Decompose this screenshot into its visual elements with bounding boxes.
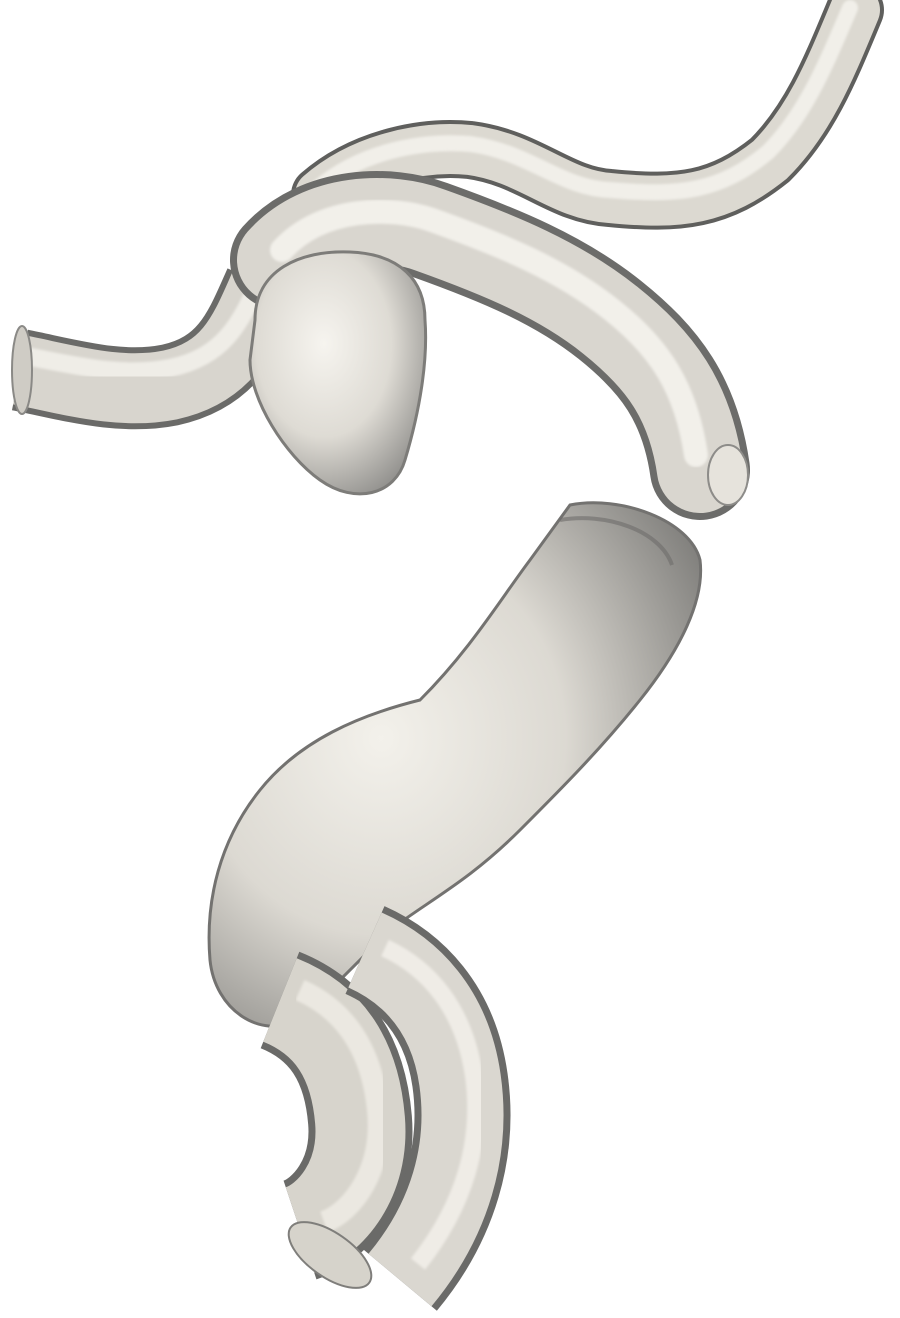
aneurysm-sac [248, 250, 428, 496]
vessel-nub [707, 444, 749, 506]
vessel-main-trunk [207, 501, 703, 1028]
